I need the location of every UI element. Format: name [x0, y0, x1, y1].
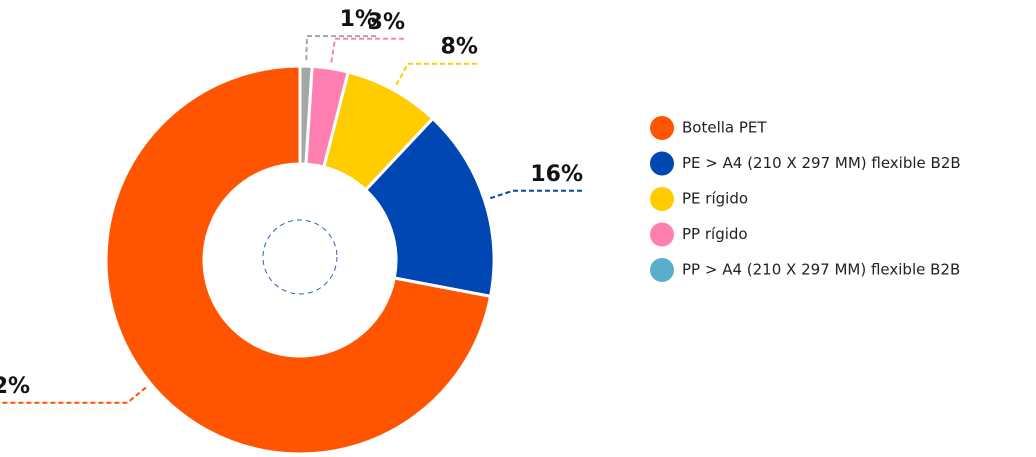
donut-slice [363, 116, 496, 299]
leader-line [330, 37, 406, 63]
legend-marker [650, 187, 674, 211]
donut-slice [104, 64, 493, 456]
legend-marker [650, 258, 674, 282]
legend-label: PE rígido [682, 190, 748, 208]
leader-line [305, 35, 378, 61]
legend-marker [650, 222, 674, 247]
value-label: 72% [0, 374, 30, 399]
leader-line [395, 62, 478, 86]
leader-line [489, 189, 584, 200]
legend-label: PE > A4 (210 X 297 MM) flexible B2B [682, 154, 961, 172]
value-label: 8% [441, 35, 478, 60]
legend-marker [650, 116, 674, 140]
value-label: 16% [530, 162, 583, 187]
legend-label: PP > A4 (210 X 297 MM) flexible B2B [682, 261, 960, 279]
value-label: 1% [340, 7, 377, 32]
legend-label: Botella PET [682, 119, 767, 137]
legend-label: PP rígido [682, 225, 748, 243]
leader-line [0, 386, 147, 404]
legend-marker [650, 151, 674, 176]
value-label: 3% [368, 10, 405, 35]
center-decoration [262, 219, 338, 295]
